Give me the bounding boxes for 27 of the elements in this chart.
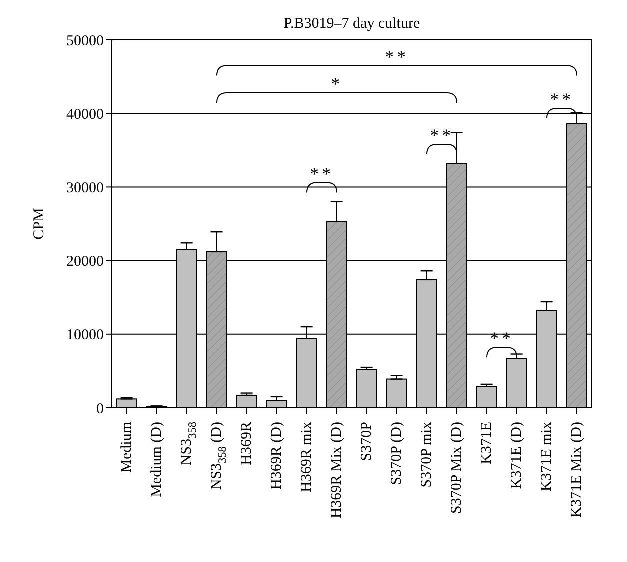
x-tick-label: H369R [239, 422, 255, 466]
y-tick-label: 10000 [66, 328, 104, 344]
x-tick-label: K371E Mix (D) [569, 422, 585, 518]
x-tick-label: S370P [359, 422, 375, 462]
x-tick-label: H369R Mix (D) [329, 422, 345, 519]
x-tick-label: K371E [479, 422, 495, 464]
annotation: ** [310, 164, 334, 184]
y-tick-label: 30000 [66, 180, 104, 197]
annotation: ** [430, 126, 454, 146]
annotation: * [331, 74, 343, 94]
y-tick-label: 0 [96, 401, 104, 418]
x-tick-label: Medium [119, 422, 135, 473]
chart-title: P.B3019–7 day culture [282, 16, 422, 33]
x-tick-label: S370P Mix (D) [449, 422, 465, 514]
x-tick-label: S370P (D) [389, 422, 405, 486]
x-tick-label: H369R mix [299, 422, 315, 492]
x-tick-label: S370P mix [419, 422, 435, 488]
y-tick-label: 20000 [66, 254, 104, 270]
x-tick-label: H369R (D) [269, 422, 285, 490]
annotation: ** [385, 46, 409, 67]
x-tick-label: Medium (D) [149, 422, 165, 498]
annotation: ** [550, 89, 574, 110]
x-tick-label: K371E mix [539, 422, 555, 492]
y-tick-label: 50000 [66, 33, 104, 50]
y-axis-title: CPM [31, 208, 48, 240]
y-tick-label: 40000 [66, 106, 104, 123]
x-tick-label: K371E (D) [509, 422, 525, 490]
